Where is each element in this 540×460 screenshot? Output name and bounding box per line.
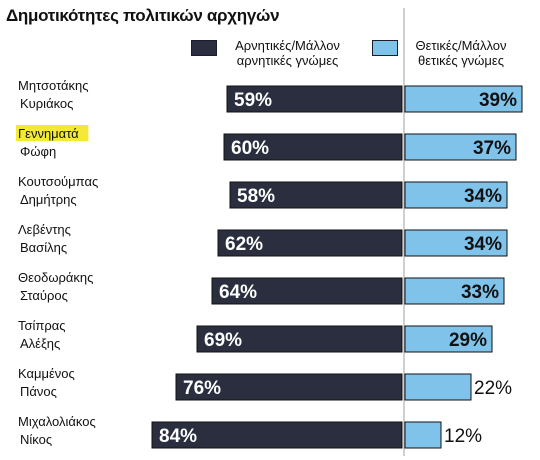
- bar-negative: [175, 373, 403, 401]
- legend-label-positive: Θετικές/Μάλλον θετικές γνώμες: [415, 38, 507, 68]
- value-label-positive: 34%: [464, 186, 502, 207]
- category-name-line1: Τσίπρας: [18, 318, 66, 333]
- category-name-line1: Καμμένος: [18, 366, 75, 381]
- bar-negative: [223, 133, 403, 161]
- category-name-line1: Θεοδωράκης: [18, 270, 93, 285]
- bar-negative: [226, 85, 403, 113]
- bar-positive: [404, 229, 508, 257]
- bar-positive: [404, 277, 505, 305]
- category-name-line2: Νίκος: [20, 432, 52, 447]
- value-label-positive: 34%: [464, 234, 502, 255]
- value-label-positive: 37%: [473, 138, 511, 159]
- value-label-negative: 64%: [219, 282, 257, 303]
- category-name-line1: Μιχαλολιάκος: [18, 414, 96, 429]
- bar-negative: [217, 229, 403, 257]
- value-label-negative: 84%: [159, 426, 197, 447]
- value-label-negative: 69%: [204, 330, 242, 351]
- bar-positive: [404, 85, 523, 113]
- category-name-line2: Σταύρος: [20, 288, 68, 303]
- category-name-line1: Κουτσούμπας: [18, 174, 98, 189]
- chart-title: Δημοτικότητες πολιτικών αρχηγών: [6, 6, 280, 25]
- bar-negative: [211, 277, 403, 305]
- bar-positive: [404, 181, 508, 209]
- value-label-negative: 76%: [183, 378, 221, 399]
- category-name-line2: Φώφη: [20, 144, 56, 159]
- value-label-negative: 62%: [225, 234, 263, 255]
- category-name-line2: Αλέξης: [20, 336, 60, 351]
- bar-positive: [404, 421, 442, 449]
- bar-positive: [404, 373, 472, 401]
- category-name-line1: Μητσοτάκης: [18, 78, 89, 93]
- bar-positive: [404, 133, 517, 161]
- value-label-negative: 58%: [237, 186, 275, 207]
- legend-swatch-negative: [191, 40, 217, 56]
- value-label-positive: 29%: [449, 330, 487, 351]
- value-label-positive: 33%: [461, 282, 499, 303]
- category-name-line1: Λεβέντης: [18, 222, 71, 237]
- bar-negative: [196, 325, 403, 353]
- value-label-positive: 12%: [444, 426, 482, 447]
- category-name-line2: Βασίλης: [20, 240, 67, 255]
- value-label-negative: 59%: [234, 90, 272, 111]
- category-name-line2: Δημήτρης: [20, 192, 77, 207]
- name-highlight: [16, 125, 89, 141]
- bar-negative: [229, 181, 403, 209]
- value-label-positive: 39%: [479, 90, 517, 111]
- value-label-negative: 60%: [231, 138, 269, 159]
- category-name-line1: Γεννηματά: [18, 126, 79, 141]
- category-name-line2: Πάνος: [20, 384, 57, 399]
- legend-swatch-positive: [372, 40, 398, 56]
- legend-label-negative: Αρνητικές/Μάλλον αρνητικές γνώμες: [235, 38, 340, 68]
- bar-positive: [404, 325, 493, 353]
- category-name-line2: Κυριάκος: [20, 96, 73, 111]
- bar-negative: [151, 421, 403, 449]
- value-label-positive: 22%: [474, 378, 512, 399]
